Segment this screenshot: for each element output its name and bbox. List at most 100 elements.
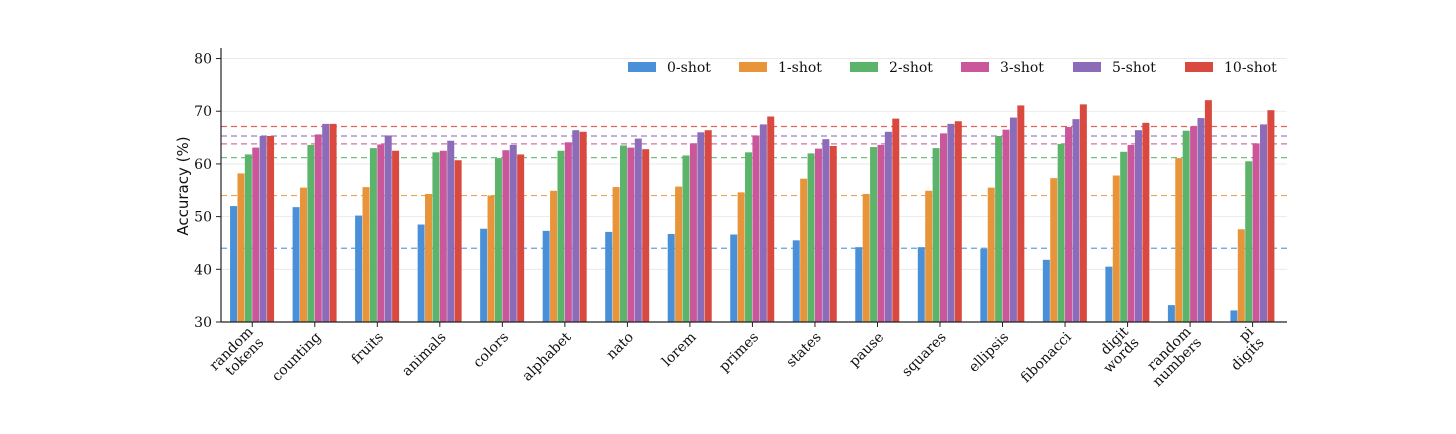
legend-label: 1-shot — [778, 60, 822, 76]
x-tick-label-line: fruits — [349, 329, 387, 367]
x-tick-label-line: primes — [716, 329, 762, 375]
bar — [682, 155, 690, 322]
bar — [494, 158, 502, 322]
bar — [307, 144, 315, 322]
bar — [1120, 151, 1128, 322]
bar — [292, 207, 300, 322]
x-tick-label: ellipsis — [966, 329, 1012, 375]
bar — [314, 134, 322, 322]
x-tick-label-line: ellipsis — [966, 329, 1012, 375]
x-tick-label-line: fibonacci — [1018, 329, 1075, 386]
x-tick-label: colors — [470, 329, 512, 371]
bar — [855, 247, 863, 322]
bar — [1252, 143, 1260, 322]
x-tick-label: lorem — [659, 329, 699, 369]
bar — [745, 152, 753, 322]
legend-item: 2-shot — [850, 60, 933, 76]
bar — [417, 224, 425, 322]
bar — [642, 149, 650, 322]
bar — [932, 148, 940, 322]
bar — [1237, 229, 1245, 322]
y-tick-label: 80 — [194, 52, 212, 68]
bar — [689, 143, 697, 322]
bar — [737, 192, 745, 322]
bar — [447, 140, 455, 322]
bar — [634, 138, 642, 322]
bar — [829, 146, 837, 322]
y-tick-label: 40 — [194, 262, 212, 278]
x-tick-label: alphabet — [519, 329, 574, 384]
y-tick-label: 50 — [194, 210, 212, 226]
x-tick-label: pause — [846, 329, 887, 370]
bar — [870, 147, 878, 322]
bar — [1002, 129, 1010, 322]
bar — [1017, 105, 1025, 322]
bar — [612, 187, 620, 322]
bar — [995, 135, 1003, 322]
x-tick-label: squares — [899, 329, 950, 380]
bar — [502, 150, 510, 322]
bar — [425, 193, 433, 322]
bar — [557, 150, 565, 322]
bar — [1042, 259, 1050, 322]
bar — [1245, 161, 1253, 322]
bar — [1112, 175, 1120, 322]
bar — [392, 150, 400, 322]
bar — [814, 148, 822, 322]
bar — [807, 153, 815, 322]
y-axis-title: Accuracy (%) — [174, 136, 192, 235]
legend-label: 2-shot — [889, 60, 933, 76]
legend-item: 3-shot — [961, 60, 1044, 76]
legend-item: 5-shot — [1073, 60, 1156, 76]
bar — [322, 123, 330, 322]
bar — [542, 230, 550, 322]
legend-swatch — [1185, 62, 1213, 72]
legend-swatch — [628, 62, 656, 72]
bar — [987, 187, 995, 322]
bar — [1230, 310, 1238, 322]
bar — [884, 131, 892, 322]
x-tick-label: nato — [604, 329, 638, 363]
x-tick-label-line: nato — [604, 329, 638, 363]
bar — [759, 124, 767, 323]
x-tick-label-line: counting — [269, 329, 324, 384]
x-tick-label: states — [783, 329, 824, 370]
bar — [947, 123, 955, 322]
bar — [362, 187, 370, 322]
x-tick-label: fibonacci — [1018, 329, 1075, 386]
legend-label: 5-shot — [1112, 60, 1156, 76]
x-tick-label-line: animals — [399, 329, 449, 379]
bar — [439, 150, 447, 322]
bar — [517, 154, 525, 322]
bar — [1057, 143, 1065, 322]
legend-label: 0-shot — [667, 60, 711, 76]
x-tick-label: animals — [399, 329, 449, 379]
bar — [384, 135, 392, 322]
x-tick-label-line: colors — [470, 329, 512, 371]
x-tick-label-line: alphabet — [519, 329, 574, 384]
legend-label: 3-shot — [1000, 60, 1044, 76]
bar — [675, 186, 683, 322]
bar — [1079, 104, 1087, 322]
bar — [1267, 110, 1275, 322]
bar — [862, 193, 870, 322]
bar — [892, 118, 900, 322]
bar — [252, 147, 260, 322]
bar — [237, 173, 245, 322]
bar — [1190, 126, 1198, 322]
legend-swatch — [739, 62, 767, 72]
x-tick-label: fruits — [349, 329, 387, 367]
bar — [627, 147, 635, 322]
bar — [572, 130, 580, 322]
bar — [800, 178, 808, 322]
bar — [244, 154, 252, 322]
y-tick-label: 60 — [194, 157, 212, 173]
bar — [564, 142, 572, 322]
bar — [369, 148, 377, 322]
x-tick-label-line: squares — [899, 329, 950, 380]
x-tick-label: counting — [269, 329, 324, 384]
bar — [299, 187, 307, 322]
